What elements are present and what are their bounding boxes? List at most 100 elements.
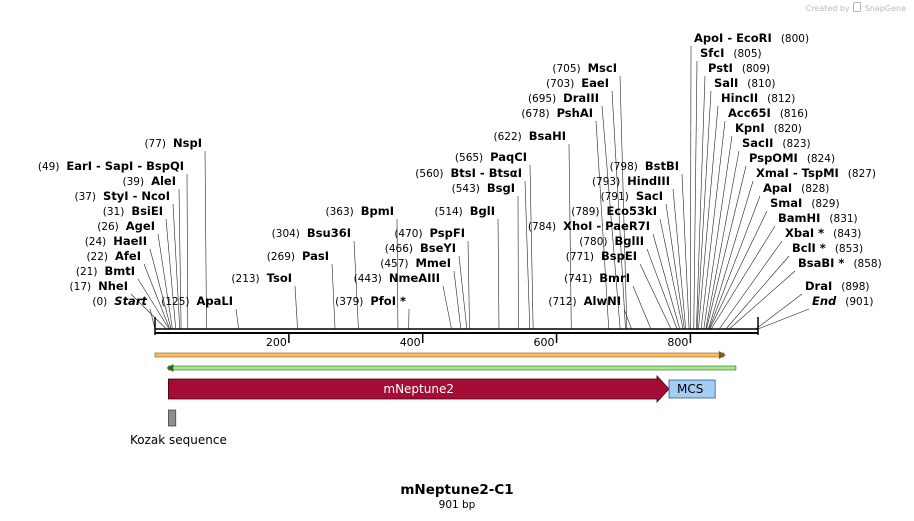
site-position: (741) — [564, 273, 592, 285]
site-label-sacii[interactable]: SacII (823) — [742, 136, 811, 150]
cut-line-sali — [696, 90, 712, 330]
site-label-pspfi[interactable]: PspFI (470) — [394, 226, 465, 240]
site-label-afei[interactable]: AfeI (22) — [86, 249, 141, 263]
site-label-eari-sapi-bspqi[interactable]: EarI - SapI - BspQI (49) — [38, 159, 184, 173]
site-label-apali[interactable]: ApaLI (125) — [161, 294, 233, 308]
site-label-bsu36i[interactable]: Bsu36I (304) — [272, 226, 351, 240]
site-position: (827) — [848, 168, 876, 180]
cut-line-bpmi — [396, 218, 399, 330]
enzyme-name: Start — [114, 294, 147, 308]
enzyme-name: SacII — [742, 136, 773, 150]
site-label-start[interactable]: Start (0) — [92, 294, 147, 308]
site-label-bseyi[interactable]: BseYI (466) — [385, 241, 456, 255]
site-label-pshai[interactable]: PshAI (678) — [521, 106, 593, 120]
site-label-bstbi[interactable]: BstBI (798) — [610, 159, 679, 173]
enzyme-name: BsaHI — [529, 129, 566, 143]
site-label-bsgi[interactable]: BsgI (543) — [452, 181, 515, 195]
site-label-xbai[interactable]: XbaI * (843) — [785, 226, 861, 240]
enzyme-name: BamHI — [778, 211, 820, 225]
site-label-haeii[interactable]: HaeII (24) — [85, 234, 147, 248]
site-label-paqci[interactable]: PaqCI (565) — [455, 150, 527, 164]
site-position: (793) — [592, 176, 620, 188]
site-label-alei[interactable]: AleI (39) — [123, 174, 176, 188]
site-position: (678) — [521, 108, 549, 120]
cut-line-afei — [143, 263, 171, 330]
site-label-saci[interactable]: SacI (791) — [601, 189, 663, 203]
cut-line-bglii — [646, 248, 678, 330]
feature-kozak-sequence[interactable]: Kozak sequence — [130, 409, 227, 447]
site-label-sali[interactable]: SalI (810) — [714, 76, 776, 90]
enzyme-name: ApaI — [763, 181, 792, 195]
enzyme-name: BtsI - BtsαI — [451, 166, 522, 180]
site-label-styi-ncoi[interactable]: StyI - NcoI (37) — [74, 189, 170, 203]
site-label-apoi-ecori[interactable]: ApoI - EcoRI (800) — [694, 31, 809, 45]
enzyme-name: DraI — [805, 279, 832, 293]
site-label-tsoi[interactable]: TsoI (213) — [231, 271, 292, 285]
credit-brand: SnapGene — [864, 4, 906, 13]
site-label-nspi[interactable]: NspI (77) — [144, 136, 202, 150]
site-position: (823) — [782, 138, 810, 150]
site-label-kpni[interactable]: KpnI (820) — [735, 121, 802, 135]
feature-mneptune2[interactable]: mNeptune2 — [167, 374, 670, 404]
site-label-end[interactable]: End (901) — [812, 294, 874, 308]
site-position: (829) — [811, 198, 839, 210]
site-label-bmti[interactable]: BmtI (21) — [76, 264, 135, 278]
site-label-bsabi[interactable]: BsaBI * (858) — [798, 256, 882, 270]
site-position: (824) — [807, 153, 835, 165]
site-label-draiii[interactable]: DraIII (695) — [528, 91, 599, 105]
site-label-bspei[interactable]: BspEI (771) — [566, 249, 637, 263]
site-label-alwni[interactable]: AlwNI (712) — [548, 294, 621, 308]
site-label-bgli[interactable]: BglI (514) — [435, 204, 495, 218]
site-label-xmai-tspmi[interactable]: XmaI - TspMI (827) — [756, 166, 876, 180]
enzyme-name: BspEI — [601, 249, 637, 263]
site-label-sfci[interactable]: SfcI (805) — [700, 46, 762, 60]
feature-range-0[interactable] — [154, 351, 726, 359]
site-position: (712) — [548, 296, 576, 308]
site-label-drai[interactable]: DraI (898) — [805, 279, 870, 293]
site-label-xhoi-paer7i[interactable]: XhoI - PaeR7I (784) — [528, 219, 650, 233]
cut-line-kpni — [703, 135, 733, 330]
site-label-smai[interactable]: SmaI (829) — [770, 196, 840, 210]
cut-line-styi-ncoi — [172, 203, 181, 330]
site-label-acc65i[interactable]: Acc65I (816) — [728, 106, 808, 120]
site-label-bamhi[interactable]: BamHI (831) — [778, 211, 858, 225]
feature-range-1[interactable] — [166, 364, 737, 372]
site-label-pasi[interactable]: PasI (269) — [267, 249, 329, 263]
site-label-btsi-bts-i[interactable]: BtsI - BtsαI (560) — [415, 166, 522, 180]
site-label-hincii[interactable]: HincII (812) — [721, 91, 795, 105]
snapgene-credit: Created by SnapGene — [806, 2, 906, 13]
site-label-bglii[interactable]: BglII (780) — [579, 234, 644, 248]
site-label-agei[interactable]: AgeI (26) — [97, 219, 155, 233]
feature-label: MCS — [677, 382, 703, 396]
enzyme-name: AfeI — [115, 249, 141, 263]
cut-line-end — [757, 308, 810, 330]
feature-mcs[interactable]: MCS — [668, 379, 716, 399]
site-label-apai[interactable]: ApaI (828) — [763, 181, 829, 195]
enzyme-name: PstI — [708, 61, 733, 75]
enzyme-name: PshAI — [557, 106, 593, 120]
enzyme-name: XhoI - PaeR7I — [563, 219, 650, 233]
enzyme-name: HincII — [721, 91, 758, 105]
site-position: (858) — [853, 258, 881, 270]
site-position: (820) — [774, 123, 802, 135]
cut-line-smai — [709, 210, 768, 330]
site-label-eco53ki[interactable]: Eco53kI (789) — [571, 204, 657, 218]
cut-line-paqci — [529, 164, 534, 330]
site-label-bmri[interactable]: BmrI (741) — [564, 271, 630, 285]
site-label-mmei[interactable]: MmeI (457) — [380, 256, 451, 270]
site-label-bpmi[interactable]: BpmI (363) — [326, 204, 395, 218]
site-label-nhei[interactable]: NheI (17) — [70, 279, 128, 293]
site-label-msci[interactable]: MscI (705) — [552, 61, 617, 75]
site-label-pfoi[interactable]: PfoI * (379) — [335, 294, 406, 308]
site-label-pspomi[interactable]: PspOMI (824) — [749, 151, 835, 165]
feature-box — [668, 379, 716, 399]
site-label-nmeaiii[interactable]: NmeAIII (443) — [354, 271, 440, 285]
site-label-eaei[interactable]: EaeI (703) — [546, 76, 609, 90]
site-label-bcli[interactable]: BclI * (853) — [792, 241, 863, 255]
site-label-psti[interactable]: PstI (809) — [708, 61, 770, 75]
site-position: (791) — [601, 191, 629, 203]
site-label-bsiei[interactable]: BsiEI (31) — [103, 204, 163, 218]
site-label-bsahi[interactable]: BsaHI (622) — [493, 129, 566, 143]
range-arrowhead — [166, 364, 174, 372]
site-label-hindiii[interactable]: HindIII (793) — [592, 174, 670, 188]
